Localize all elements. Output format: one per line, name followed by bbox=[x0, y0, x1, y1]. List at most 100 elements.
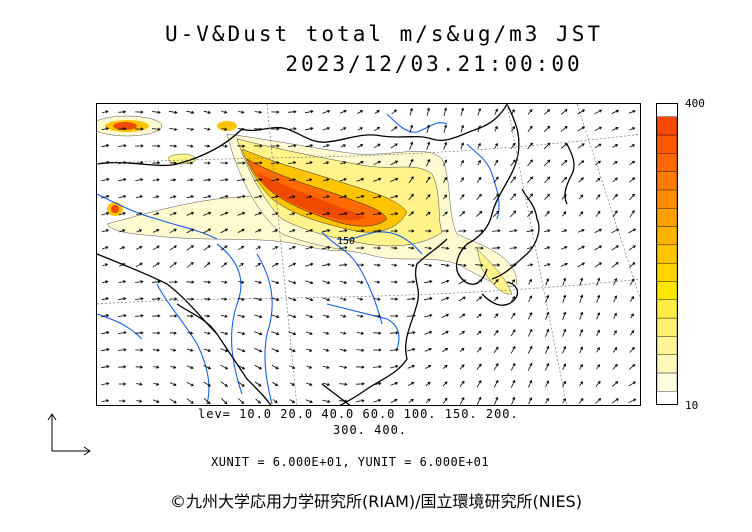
wind-arrow bbox=[238, 245, 245, 251]
wind-arrow bbox=[408, 158, 414, 167]
wind-arrow bbox=[544, 125, 551, 132]
wind-arrow bbox=[220, 144, 228, 148]
wind-arrow bbox=[270, 144, 280, 148]
wind-arrow bbox=[459, 330, 466, 336]
wind-arrow bbox=[390, 398, 398, 403]
wind-arrow bbox=[357, 110, 364, 114]
wind-arrow bbox=[577, 262, 585, 268]
wind-arrow bbox=[254, 144, 263, 148]
wind-arrow bbox=[254, 297, 263, 301]
wind-arrow bbox=[373, 398, 382, 403]
wind-arrow bbox=[545, 294, 550, 303]
wind-arrow bbox=[339, 263, 348, 267]
wind-arrow bbox=[118, 365, 127, 369]
wind-arrow bbox=[511, 109, 515, 115]
wind-arrow bbox=[305, 212, 313, 216]
wind-arrow bbox=[373, 314, 382, 318]
wind-arrow bbox=[510, 345, 516, 354]
wind-arrow bbox=[578, 160, 585, 166]
wind-arrow bbox=[169, 212, 177, 216]
wind-arrow bbox=[493, 296, 499, 302]
wind-arrow bbox=[101, 246, 109, 250]
wind-arrow bbox=[220, 348, 229, 353]
wind-arrow bbox=[560, 142, 568, 149]
wind-arrow bbox=[612, 210, 618, 218]
wind-arrow bbox=[424, 313, 433, 318]
wind-arrow bbox=[424, 263, 433, 267]
wind-arrow bbox=[510, 159, 516, 167]
wind-arrow bbox=[493, 379, 499, 388]
wind-arrow bbox=[595, 194, 601, 200]
colorbar-max-label: 400 bbox=[685, 97, 705, 110]
wind-arrow bbox=[390, 194, 399, 199]
wind-arrow bbox=[460, 107, 465, 116]
wind-arrow bbox=[101, 127, 110, 131]
wind-arrow bbox=[322, 246, 331, 250]
wind-arrow bbox=[613, 277, 618, 286]
wind-arrow bbox=[510, 379, 516, 388]
wind-arrow bbox=[409, 141, 414, 150]
wind-arrow bbox=[356, 177, 365, 182]
wind-arrow bbox=[374, 110, 380, 114]
wind-arrow bbox=[629, 193, 636, 201]
wind-arrow bbox=[409, 124, 414, 133]
wind-arrow bbox=[527, 159, 534, 167]
wind-arrow bbox=[169, 110, 178, 114]
wind-arrow bbox=[374, 126, 381, 132]
wind-arrow bbox=[426, 107, 431, 116]
wind-arrow bbox=[204, 314, 211, 318]
wind-arrow bbox=[288, 348, 296, 353]
wind-arrow bbox=[459, 211, 466, 217]
wind-arrow bbox=[237, 381, 245, 387]
wind-arrow bbox=[356, 331, 365, 335]
wind-arrow bbox=[221, 297, 228, 301]
wind-arrow bbox=[237, 161, 246, 165]
wind-arrow bbox=[475, 279, 483, 285]
wind-arrow bbox=[391, 246, 398, 250]
wind-arrow bbox=[459, 397, 465, 405]
wind-arrow bbox=[476, 347, 482, 353]
wind-arrow bbox=[494, 396, 499, 405]
wind-arrow bbox=[577, 229, 585, 233]
wind-arrow bbox=[390, 160, 399, 166]
wind-arrow bbox=[527, 362, 533, 371]
wind-arrow bbox=[578, 194, 584, 200]
colorbar-band bbox=[657, 317, 677, 337]
wind-arrow bbox=[254, 195, 263, 199]
wind-arrow bbox=[101, 177, 110, 182]
wind-arrow bbox=[611, 126, 619, 131]
wind-arrow bbox=[238, 398, 245, 405]
wind-arrow bbox=[339, 195, 348, 199]
wind-arrow bbox=[578, 177, 584, 183]
wind-arrow bbox=[407, 347, 416, 352]
wind-arrow bbox=[203, 280, 212, 284]
wind-arrow bbox=[562, 328, 567, 337]
wind-arrow bbox=[203, 211, 212, 216]
wind-arrow bbox=[237, 348, 246, 353]
wind-arrow bbox=[424, 347, 432, 352]
wind-arrow bbox=[545, 278, 550, 286]
wind-arrow bbox=[373, 331, 382, 335]
wind-arrow bbox=[169, 228, 177, 234]
wind-arrow bbox=[389, 348, 399, 352]
wind-arrow bbox=[288, 229, 296, 233]
wind-arrow bbox=[543, 142, 551, 150]
wind-arrow bbox=[543, 263, 551, 267]
wind-arrow bbox=[118, 314, 127, 318]
wind-arrow bbox=[425, 194, 431, 200]
wind-arrow bbox=[477, 142, 481, 149]
wind-arrow bbox=[340, 144, 347, 148]
wind-arrow bbox=[220, 161, 229, 165]
wind-arrow bbox=[152, 229, 160, 233]
wind-arrow bbox=[612, 363, 618, 370]
wind-arrow bbox=[271, 348, 280, 353]
wind-arrow bbox=[560, 109, 568, 115]
wind-arrow bbox=[187, 348, 194, 352]
wind-arrow bbox=[101, 211, 110, 216]
colorbar-band bbox=[657, 299, 677, 319]
wind-arrow bbox=[629, 127, 636, 131]
wind-arrow bbox=[611, 245, 619, 251]
wind-arrow bbox=[510, 362, 516, 371]
wind-arrow bbox=[306, 178, 313, 182]
wind-arrow bbox=[357, 280, 364, 284]
